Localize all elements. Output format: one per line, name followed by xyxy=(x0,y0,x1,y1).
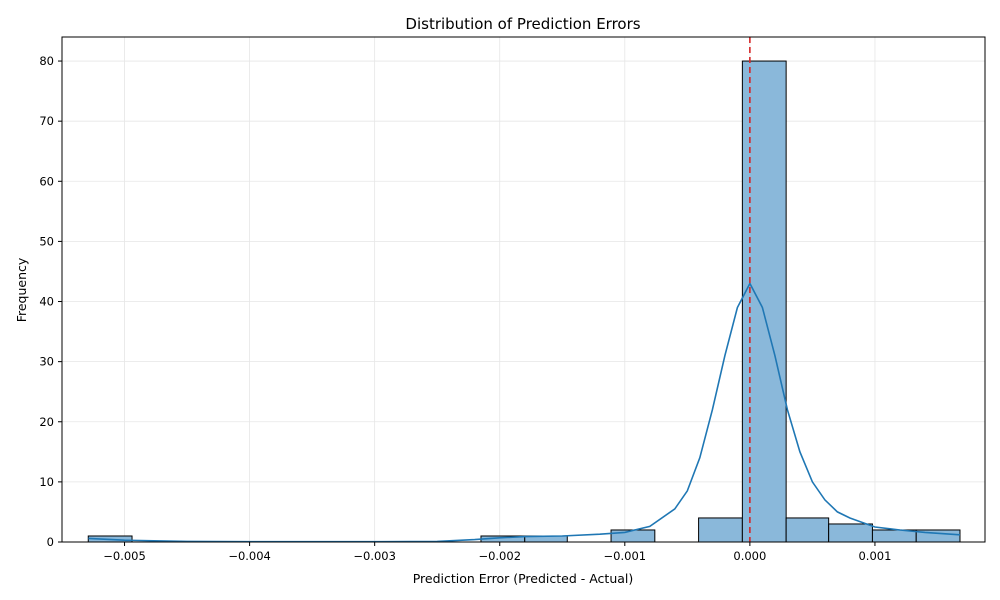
y-axis-label: Frequency xyxy=(14,257,29,322)
y-tick-label: 70 xyxy=(39,114,54,128)
x-tick-label: −0.005 xyxy=(103,549,146,563)
histogram-bar xyxy=(785,517,830,543)
y-tick-label: 0 xyxy=(47,535,54,549)
y-tick-label: 30 xyxy=(39,355,54,369)
grid-lines xyxy=(62,37,985,543)
histogram-bar xyxy=(741,60,787,543)
chart-title: Distribution of Prediction Errors xyxy=(405,15,640,33)
x-tick-label: 0.001 xyxy=(858,549,891,563)
histogram-bar xyxy=(828,523,873,543)
histogram-bar xyxy=(871,529,917,543)
histogram-bar xyxy=(698,517,743,543)
x-tick-label: 0.000 xyxy=(733,549,766,563)
x-tick-label: −0.002 xyxy=(478,549,521,563)
x-tick-label: −0.001 xyxy=(604,549,647,563)
kde-curve xyxy=(88,281,961,543)
histogram-bar xyxy=(610,529,656,543)
x-axis-label: Prediction Error (Predicted - Actual) xyxy=(413,571,634,586)
x-tick-label: −0.004 xyxy=(228,549,271,563)
y-tick-label: 10 xyxy=(39,475,54,489)
y-tick-label: 80 xyxy=(39,54,54,68)
y-tick-label: 60 xyxy=(39,174,54,188)
x-tick-label: −0.003 xyxy=(353,549,396,563)
y-tick-label: 20 xyxy=(39,415,54,429)
x-axis-ticks: −0.005 −0.004 −0.003 −0.002 −0.001 0.000 0.001 xyxy=(103,542,891,563)
y-axis-ticks: 0 10 20 30 40 50 60 70 80 xyxy=(39,54,62,549)
y-tick-label: 50 xyxy=(39,234,54,248)
y-tick-label: 40 xyxy=(39,295,54,309)
plot-frame xyxy=(61,36,986,543)
